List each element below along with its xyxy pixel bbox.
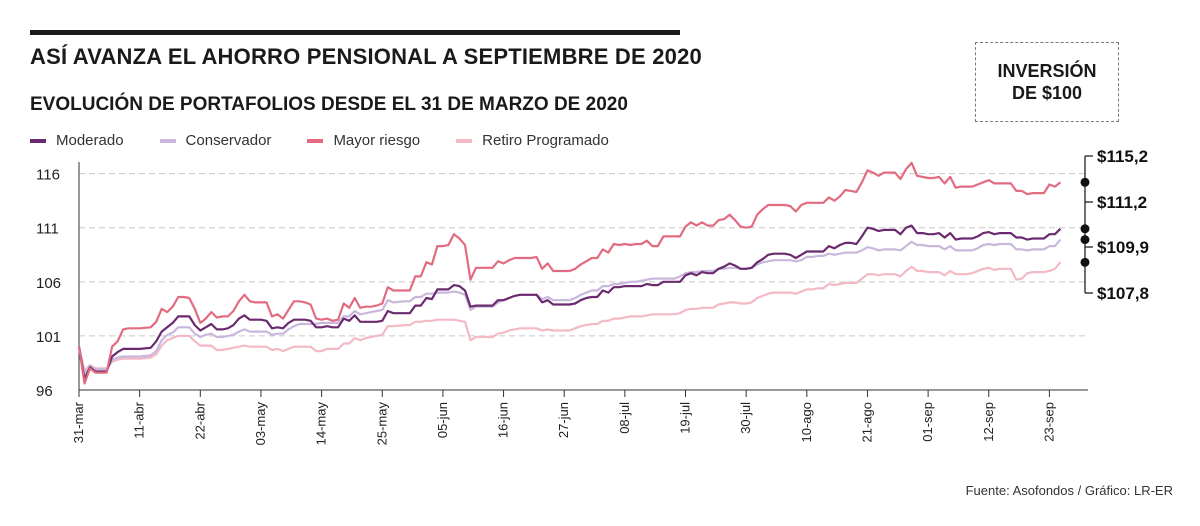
x-tick-label: 23-sep xyxy=(1041,402,1056,442)
end-dot-retiro xyxy=(1080,257,1090,267)
end-value-label-conservador: $109,9 xyxy=(1097,238,1149,257)
end-value-label-mayor-riesgo: $115,2 xyxy=(1097,147,1148,166)
legend-swatch-mayor-riesgo xyxy=(307,138,324,143)
x-tick-label: 16-jun xyxy=(496,402,511,438)
x-tick-label: 08-jul xyxy=(617,402,632,434)
legend: Moderado Conservador Mayor riesgo Retiro… xyxy=(30,132,645,149)
x-tick-label: 03-may xyxy=(253,402,268,446)
y-tick-label: 101 xyxy=(36,329,61,346)
legend-item-retiro: Retiro Programado xyxy=(456,132,609,149)
series-line-mayor-riesgo xyxy=(77,161,1062,385)
chart-subtitle: EVOLUCIÓN DE PORTAFOLIOS DESDE EL 31 DE … xyxy=(30,94,628,115)
series-line-retiro xyxy=(77,261,1062,372)
title-rule xyxy=(30,30,680,35)
legend-item-mayor-riesgo: Mayor riesgo xyxy=(307,132,420,149)
investment-line-1: INVERSIÓN xyxy=(997,61,1097,81)
chart-title: ASÍ AVANZA EL AHORRO PENSIONAL A SEPTIEM… xyxy=(30,44,702,69)
investment-box: INVERSIÓN DE $100 xyxy=(975,42,1119,122)
y-tick-label: 111 xyxy=(36,221,59,238)
legend-item-moderado: Moderado xyxy=(30,132,124,149)
end-value-label-retiro: $107,8 xyxy=(1097,284,1149,303)
source-note: Fuente: Asofondos / Gráfico: LR-ER xyxy=(965,483,1173,498)
end-dot-conservador xyxy=(1080,235,1090,245)
legend-label-conservador: Conservador xyxy=(185,132,272,149)
x-tick-label: 05-jun xyxy=(435,402,450,438)
x-tick-label: 22-abr xyxy=(192,401,207,439)
legend-label-moderado: Moderado xyxy=(56,132,124,149)
legend-swatch-moderado xyxy=(30,138,46,143)
y-tick-label: 106 xyxy=(36,275,61,292)
legend-swatch-retiro xyxy=(456,138,473,143)
x-tick-label: 21-ago xyxy=(859,402,874,442)
x-tick-label: 10-ago xyxy=(799,402,814,442)
x-tick-label: 12-sep xyxy=(981,402,996,442)
x-tick-label: 14-may xyxy=(314,402,329,446)
x-tick-label: 25-may xyxy=(374,402,389,446)
y-tick-label: 116 xyxy=(36,167,60,184)
legend-label-retiro: Retiro Programado xyxy=(482,132,609,149)
y-tick-label: 96 xyxy=(36,383,53,400)
legend-label-mayor-riesgo: Mayor riesgo xyxy=(333,132,421,149)
x-tick-label: 30-jul xyxy=(738,402,753,434)
legend-swatch-conservador xyxy=(159,138,176,143)
end-value-label-moderado: $111,2 xyxy=(1097,193,1147,212)
end-dot-mayor-riesgo xyxy=(1080,177,1090,187)
x-tick-label: 31-mar xyxy=(71,401,86,443)
end-dot-moderado xyxy=(1080,224,1090,234)
series-line-conservador xyxy=(77,238,1062,375)
series-line-moderado xyxy=(77,224,1062,381)
x-tick-label: 01-sep xyxy=(920,402,935,442)
x-tick-label: 19-jul xyxy=(678,402,693,434)
x-tick-label: 11-abr xyxy=(132,401,147,438)
investment-line-2: DE $100 xyxy=(1011,83,1083,103)
legend-item-conservador: Conservador xyxy=(159,132,272,149)
x-tick-label: 27-jun xyxy=(556,402,571,438)
